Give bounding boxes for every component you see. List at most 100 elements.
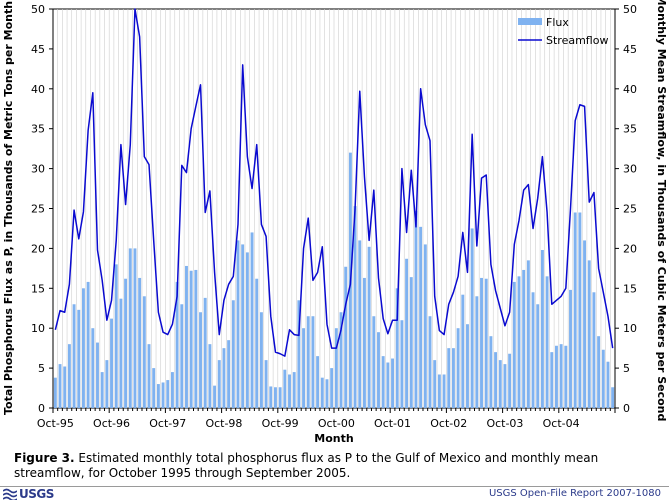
flux-bar (124, 278, 128, 408)
flux-bar (597, 336, 601, 408)
flux-bar (526, 260, 530, 408)
x-tick-label: Oct-99 (262, 417, 299, 430)
flux-bar (545, 276, 549, 408)
flux-bar (264, 360, 268, 408)
flux-bar (564, 345, 568, 408)
legend-flux-label: Flux (546, 16, 569, 29)
flux-bar (437, 374, 441, 408)
x-tick-label: Oct-03 (486, 417, 523, 430)
flux-bar (414, 210, 418, 408)
left-tick-label: 20 (31, 242, 45, 255)
flux-bar (217, 360, 221, 408)
legend-streamflow-label: Streamflow (546, 34, 608, 47)
right-axis-title: Monthly Mean Streamflow, in Thousands of… (655, 0, 668, 421)
usgs-logo[interactable]: USGS (3, 487, 54, 501)
flux-bar (372, 316, 376, 408)
flux-bar (395, 288, 399, 408)
flux-bar (77, 309, 81, 408)
flux-bar (105, 360, 109, 408)
flux-bar (311, 316, 315, 408)
flux-bar (569, 289, 572, 408)
flux-bar (381, 356, 385, 408)
flux-bar (578, 212, 582, 408)
flux-bar (428, 316, 432, 408)
flux-bar (592, 292, 596, 408)
flux-bar (72, 304, 76, 408)
flux-bar (316, 356, 320, 408)
flux-bar (292, 372, 296, 408)
flux-bar (456, 328, 460, 408)
flux-bar (199, 312, 202, 408)
flux-bar (470, 228, 474, 408)
flux-bar (110, 318, 113, 408)
x-tick-label: Oct-98 (205, 417, 242, 430)
flux-bar (353, 206, 357, 408)
flux-bar (147, 344, 151, 408)
flux-bar (466, 324, 469, 408)
flux-bar (601, 349, 605, 408)
flux-bar (339, 312, 343, 408)
right-tick-label: 30 (623, 163, 637, 176)
flux-bar (325, 379, 329, 408)
right-tick-label: 0 (623, 402, 630, 415)
flux-bar (297, 300, 301, 408)
left-tick-label: 15 (31, 282, 45, 295)
right-tick-label: 5 (623, 362, 630, 375)
flux-bar (302, 328, 306, 408)
flux-bar (100, 372, 104, 408)
right-tick-label: 45 (623, 43, 637, 56)
flux-bar (245, 252, 249, 408)
flux-bar (531, 292, 535, 408)
flux-bar (508, 353, 512, 408)
flux-bar (377, 332, 380, 408)
flux-bar (362, 277, 366, 408)
flux-bar (259, 312, 263, 408)
flux-bar (96, 342, 99, 408)
flux-bar (255, 278, 259, 408)
left-tick-label: 30 (31, 163, 45, 176)
flux-bar (606, 361, 610, 408)
x-tick-label: Oct-04 (543, 417, 580, 430)
flux-bar (475, 296, 479, 408)
flux-bar (306, 316, 310, 408)
right-axis-ticks: 0 5 10 15 20 25 30 35 40 45 50 (615, 3, 637, 415)
left-axis-ticks: 0 5 10 15 20 25 30 35 40 45 50 (31, 3, 53, 415)
x-tick-label: Oct-00 (318, 417, 355, 430)
flux-bar (461, 294, 465, 408)
streamflow-line (54, 8, 614, 357)
flux-bar (114, 264, 118, 408)
x-tick-label: Oct-01 (374, 417, 411, 430)
flux-bar (480, 277, 483, 408)
right-tick-label: 40 (623, 83, 637, 96)
right-tick-label: 35 (623, 123, 637, 136)
left-axis-title: Total Phosphorus Flux as P, in Thousands… (2, 1, 15, 415)
flux-bar (152, 368, 156, 408)
left-tick-label: 35 (31, 123, 45, 136)
report-id: USGS Open-File Report 2007-1080 (488, 488, 661, 499)
x-tick-label: Oct-02 (430, 417, 467, 430)
flux-bar (405, 258, 409, 408)
flux-bar (194, 269, 198, 408)
x-axis-ticks: Oct-95 Oct-96 Oct-97 Oct-98 Oct-99 Oct-00 Oct-… (37, 408, 616, 430)
flux-bar (161, 382, 165, 408)
flux-bar (63, 366, 67, 408)
flux-bar (180, 304, 184, 408)
flux-bar (512, 281, 516, 408)
flux-bar (489, 336, 493, 408)
left-tick-label: 45 (31, 43, 45, 56)
flux-bar (451, 348, 455, 408)
x-tick-label: Oct-95 (37, 417, 74, 430)
flux-bar (156, 384, 160, 408)
flux-bar (288, 374, 291, 408)
flux-bar (278, 387, 282, 408)
flux-bar (587, 260, 591, 408)
flux-bar (484, 278, 488, 408)
right-tick-label: 20 (623, 242, 637, 255)
flux-bar (213, 385, 217, 408)
flux-bar (442, 374, 446, 408)
flux-bar (334, 328, 338, 408)
flux-bar (447, 348, 451, 408)
flux-bar (236, 240, 240, 408)
flux-bar (133, 248, 137, 408)
left-tick-label: 10 (31, 322, 45, 335)
